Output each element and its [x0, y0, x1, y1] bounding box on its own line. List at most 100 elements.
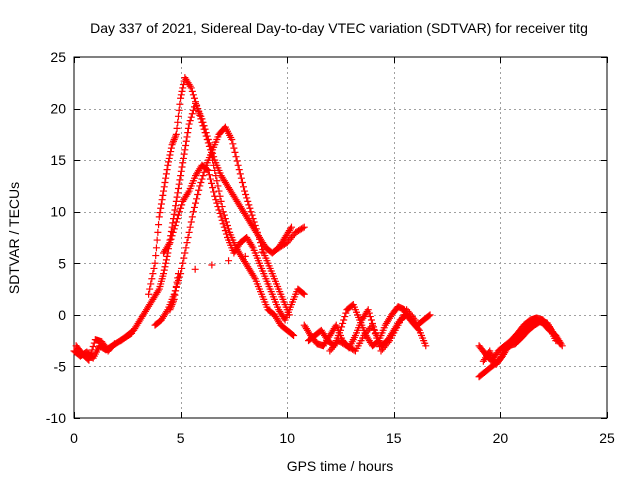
data-point	[181, 249, 189, 257]
data-point	[213, 177, 221, 185]
data-point	[176, 176, 184, 184]
data-point	[174, 112, 182, 120]
y-tick-label: 15	[50, 152, 66, 168]
data-point	[174, 270, 182, 278]
data-point	[253, 228, 261, 236]
data-point	[171, 221, 179, 229]
data-point	[166, 151, 174, 159]
data-point	[337, 326, 344, 334]
data-point	[157, 200, 165, 208]
data-point	[214, 203, 222, 211]
data-point	[167, 235, 175, 243]
data-point	[228, 136, 236, 144]
data-point	[299, 224, 307, 232]
data-point	[205, 171, 213, 179]
data-point	[152, 252, 160, 260]
data-point	[165, 154, 173, 162]
data-point	[189, 91, 197, 99]
data-point	[182, 137, 190, 145]
data-point	[179, 84, 187, 92]
data-point	[172, 197, 180, 205]
data-point	[159, 191, 167, 199]
data-point	[150, 264, 158, 272]
data-point	[145, 290, 153, 298]
data-point	[205, 142, 213, 150]
data-point	[217, 197, 225, 205]
data-point	[187, 84, 195, 92]
data-point	[289, 331, 297, 339]
data-point	[185, 120, 193, 128]
data-point	[149, 270, 157, 278]
y-axis-label: SDTVAR / TECUs	[6, 182, 22, 294]
data-point	[368, 321, 376, 329]
data-point	[338, 323, 346, 331]
data-point	[186, 82, 194, 90]
data-point	[166, 306, 174, 314]
data-point	[170, 295, 178, 303]
data-point	[180, 254, 188, 262]
data-point	[210, 161, 218, 169]
data-point	[426, 311, 434, 319]
data-point	[371, 330, 379, 338]
data-point	[182, 244, 190, 252]
data-point	[167, 302, 175, 310]
data-point	[203, 166, 211, 174]
data-point	[287, 223, 295, 231]
data-point	[236, 170, 244, 178]
data-point	[364, 306, 372, 314]
data-point	[162, 259, 170, 267]
data-point	[184, 234, 192, 241]
data-point	[172, 202, 180, 210]
data-point	[85, 356, 93, 364]
data-point	[242, 191, 250, 199]
data-point	[174, 185, 182, 193]
data-point	[196, 111, 204, 119]
data-point	[160, 183, 168, 191]
data-point	[177, 94, 185, 102]
data-point	[167, 148, 175, 156]
data-point	[220, 211, 228, 219]
x-tick-label: 15	[386, 430, 402, 446]
data-point	[167, 304, 175, 312]
series-arc-end-3	[479, 317, 564, 368]
data-point	[173, 124, 181, 132]
data-point	[146, 285, 154, 293]
data-point	[155, 221, 163, 229]
tick-labels: 0 5 10 15 20 25 -10 -5 0 5 10 15 20 25	[46, 49, 615, 446]
data-point	[194, 105, 202, 113]
data-point	[169, 297, 177, 305]
data-point	[173, 193, 181, 201]
x-tick-label: 20	[493, 430, 509, 446]
data-point	[154, 228, 162, 236]
data-point	[232, 153, 240, 161]
data-point	[147, 280, 155, 288]
data-point	[249, 215, 257, 223]
data-point	[201, 129, 209, 137]
data-point	[366, 313, 374, 321]
data-point	[258, 242, 266, 250]
data-point	[182, 142, 190, 150]
data-point	[111, 340, 119, 348]
data-point	[155, 213, 163, 221]
data-point	[168, 232, 176, 240]
data-point	[192, 199, 200, 207]
data-point	[188, 110, 196, 118]
data-point	[217, 213, 225, 221]
data-point	[252, 225, 260, 233]
series-arc-mid-4	[160, 161, 308, 324]
data-point	[183, 133, 191, 141]
data-point	[244, 197, 252, 205]
data-point	[160, 187, 168, 195]
data-point	[173, 278, 181, 286]
data-point	[211, 192, 219, 200]
data-point	[169, 299, 177, 307]
data-point	[222, 230, 230, 238]
data-point	[290, 331, 298, 339]
data-point	[202, 132, 210, 140]
data-point	[220, 223, 228, 231]
data-point	[197, 178, 205, 186]
data-point	[163, 307, 171, 315]
y-tick-label: -5	[54, 358, 67, 374]
data-point	[172, 132, 180, 140]
